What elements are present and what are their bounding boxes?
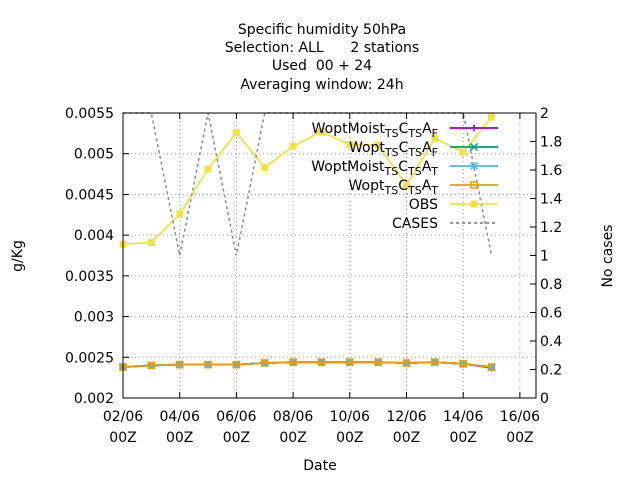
data-point bbox=[488, 113, 496, 121]
y2-tick-label: 1.6 bbox=[540, 163, 562, 179]
data-point bbox=[374, 141, 382, 149]
chart-title: Specific humidity 50hPa Selection: ALL 2… bbox=[225, 22, 419, 93]
x-tick-label-hour: 00Z bbox=[449, 430, 476, 446]
data-point bbox=[232, 360, 241, 369]
y2-tick-label: 0.8 bbox=[540, 277, 562, 293]
y2-tick-label: 0.6 bbox=[540, 306, 562, 322]
x-tick-label-date: 06/06 bbox=[216, 409, 256, 425]
y-axis-label: g/Kg bbox=[10, 240, 26, 272]
data-point bbox=[261, 164, 269, 172]
series-line-4 bbox=[122, 116, 493, 245]
y2-tick-label: 0.4 bbox=[540, 334, 562, 350]
x-tick-label-date: 04/06 bbox=[160, 409, 200, 425]
legend-marker bbox=[470, 181, 478, 189]
x-tick-label-hour: 00Z bbox=[393, 430, 420, 446]
data-point bbox=[261, 359, 269, 367]
x-axis-label: Date bbox=[303, 458, 336, 474]
title-line-4: Averaging window: 24h bbox=[240, 77, 403, 93]
y2-axis-label: No cases bbox=[600, 225, 616, 288]
legend-label-4: OBS bbox=[409, 197, 438, 213]
y2-tick-label: 1 bbox=[540, 249, 549, 265]
data-point bbox=[175, 360, 184, 369]
axes: 0.002 0.0025 0.003 0.0035 0.004 0.0045 0.005 0.… bbox=[65, 106, 562, 446]
x-tick-label-hour: 00Z bbox=[506, 430, 533, 446]
y-tick-label: 0.003 bbox=[74, 310, 114, 326]
data-point bbox=[204, 165, 212, 173]
data-point bbox=[403, 181, 410, 189]
legend-label-0: WoptMoistTSCTSAF bbox=[312, 121, 438, 140]
x-tick-label-hour: 00Z bbox=[336, 430, 363, 446]
x-tick-label-hour: 00Z bbox=[109, 430, 136, 446]
plot-frame bbox=[122, 112, 537, 399]
series-layer bbox=[118, 112, 496, 372]
legend: WoptMoistTSCTSAFWoptTSCTSAFWoptMoistTSCT… bbox=[311, 121, 498, 232]
y-tick-label: 0.0055 bbox=[65, 106, 114, 122]
y2-tick-label: 1.2 bbox=[540, 220, 562, 236]
data-point bbox=[431, 134, 439, 142]
legend-marker bbox=[470, 124, 478, 132]
data-point bbox=[147, 361, 156, 370]
data-point bbox=[317, 128, 325, 136]
legend-label-5: CASES bbox=[392, 216, 438, 232]
y-tick-label: 0.002 bbox=[74, 391, 114, 407]
x-tick-label-date: 10/06 bbox=[330, 409, 370, 425]
x-tick-label-hour: 00Z bbox=[223, 430, 250, 446]
data-point bbox=[204, 360, 212, 369]
data-point bbox=[317, 358, 326, 366]
data-point bbox=[147, 238, 155, 246]
y-tick-label: 0.0025 bbox=[65, 350, 114, 366]
x-tick-label-date: 02/06 bbox=[103, 409, 143, 425]
data-point bbox=[459, 360, 467, 368]
y2-tick-label: 1.8 bbox=[540, 135, 562, 151]
series-line-3 bbox=[122, 361, 492, 368]
data-point bbox=[176, 210, 184, 218]
x-tick-label-hour: 00Z bbox=[279, 430, 306, 446]
x-tick-label-date: 12/06 bbox=[386, 409, 426, 425]
x-tick-label-hour: 00Z bbox=[166, 430, 193, 446]
y-tick-label: 0.0035 bbox=[65, 269, 114, 285]
legend-label-1: WoptTSCTSAF bbox=[349, 140, 438, 159]
x-tick-label-date: 16/06 bbox=[500, 409, 540, 425]
title-line-3: Used 00 + 24 bbox=[272, 58, 372, 74]
data-point bbox=[289, 142, 297, 150]
y2-tick-label: 2 bbox=[540, 106, 549, 122]
legend-marker bbox=[470, 200, 478, 208]
data-point bbox=[487, 363, 496, 371]
data-point bbox=[346, 141, 354, 149]
legend-marker bbox=[469, 142, 479, 152]
data-point bbox=[431, 358, 439, 366]
x-tick-label-date: 08/06 bbox=[273, 409, 313, 425]
data-point bbox=[459, 148, 467, 156]
legend-label-3: WoptTSCTSAT bbox=[349, 178, 439, 197]
legend-label-2: WoptMoistTSCTSAT bbox=[311, 159, 438, 178]
data-point bbox=[402, 359, 411, 367]
grid-lines bbox=[123, 113, 536, 398]
data-point bbox=[289, 358, 297, 366]
y2-tick-label: 0 bbox=[540, 391, 549, 407]
x-tick-label-date: 14/06 bbox=[443, 409, 483, 425]
y-tick-label: 0.0045 bbox=[65, 187, 114, 203]
legend-marker bbox=[469, 161, 479, 171]
y2-tick-label: 0.2 bbox=[540, 363, 562, 379]
y2-tick-label: 1.4 bbox=[540, 192, 562, 208]
y-tick-label: 0.005 bbox=[74, 147, 114, 163]
title-line-2: Selection: ALL 2 stations bbox=[225, 40, 419, 56]
data-point bbox=[346, 358, 354, 366]
y-tick-label: 0.004 bbox=[74, 228, 114, 244]
data-point bbox=[374, 358, 382, 366]
data-point bbox=[232, 129, 240, 137]
title-line-1: Specific humidity 50hPa bbox=[238, 22, 406, 38]
